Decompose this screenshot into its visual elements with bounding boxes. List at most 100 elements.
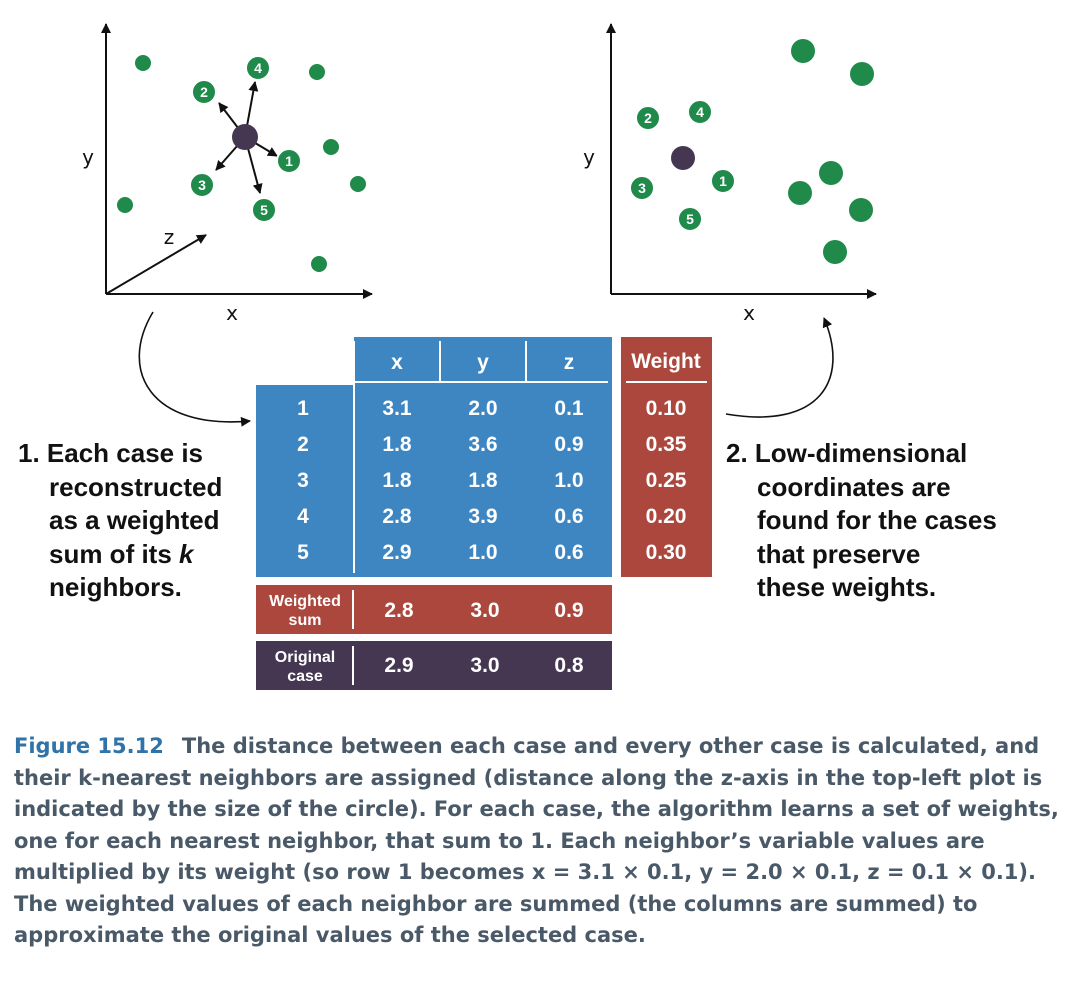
cell-z: 0.6 — [554, 505, 583, 528]
caption-label: Figure 15.12 — [14, 734, 164, 758]
weight-value: 0.35 — [646, 433, 687, 456]
left-plain-points — [117, 55, 366, 272]
svg-text:3: 3 — [638, 180, 646, 196]
step-1-line: reconstructed — [49, 471, 223, 502]
selected-case-point-low-dim — [671, 146, 695, 170]
data-point — [788, 181, 812, 205]
data-point — [819, 161, 843, 185]
step-2-line: coordinates are — [757, 471, 951, 502]
svg-text:5: 5 — [260, 202, 268, 218]
table-dividers — [353, 341, 608, 573]
data-point — [309, 64, 325, 80]
original-case-x: 2.9 — [384, 654, 413, 677]
weight-column-bg — [621, 337, 712, 577]
original-case-label-line1: Original — [275, 649, 335, 666]
right-plain-points — [788, 39, 874, 264]
step-1-line: as a weighted — [49, 505, 220, 535]
data-point — [350, 176, 366, 192]
weight-value: 0.25 — [646, 469, 687, 492]
left-neighbor-3: 3 — [189, 172, 215, 198]
step-2-line: these weights. — [757, 572, 937, 602]
weight-column: Weight 0.10 0.35 0.25 0.20 0.30 — [621, 337, 712, 577]
weighted-sum-bg — [256, 585, 612, 634]
cell-x: 1.8 — [382, 469, 412, 492]
cell-z: 0.1 — [554, 397, 584, 420]
svg-text:4: 4 — [696, 104, 704, 120]
column-header-y: y — [477, 351, 489, 374]
step-1-line: neighbors. — [49, 572, 182, 602]
table-row-5: 5 2.9 1.0 0.6 — [297, 541, 583, 564]
cell-x: 2.8 — [382, 505, 412, 528]
row-id: 2 — [297, 433, 309, 456]
right-plot: y x 1 2 3 4 5 — [583, 23, 877, 325]
table-row-1: 1 3.1 2.0 0.1 — [297, 397, 584, 420]
cell-z: 1.0 — [554, 469, 583, 492]
right-neighbor-5: 5 — [677, 206, 703, 232]
left-x-label: x — [226, 301, 238, 325]
table-row-4: 4 2.8 3.9 0.6 — [297, 505, 583, 528]
data-point — [323, 139, 339, 155]
left-neighbor-5: 5 — [251, 197, 277, 223]
weight-value: 0.20 — [646, 505, 687, 528]
svg-text:4: 4 — [254, 60, 262, 76]
neighbor-table: x y z 1 3.1 2.0 0.1 2 1.8 3.6 0.9 3 1.8 … — [256, 337, 712, 690]
diagram-canvas: y x z 1 2 3 — [82, 23, 877, 690]
original-case-label-line2: case — [287, 668, 323, 685]
step-1-line: 1. Each case is — [18, 438, 204, 468]
weight-value: 0.30 — [646, 541, 687, 564]
data-point — [135, 55, 151, 71]
row-id: 5 — [297, 541, 309, 564]
original-case-row: Original case 2.9 3.0 0.8 — [256, 641, 612, 690]
svg-text:1: 1 — [285, 153, 293, 169]
data-point — [850, 62, 874, 86]
data-point — [849, 198, 873, 222]
cell-y: 2.0 — [468, 397, 497, 420]
original-case-y: 3.0 — [470, 654, 499, 677]
original-case-z: 0.8 — [554, 654, 584, 677]
weighted-sum-y: 3.0 — [470, 599, 499, 622]
row-id: 4 — [297, 505, 309, 528]
step-1-annotation: 1. Each case is reconstructed as a weigh… — [18, 437, 248, 605]
step-1-text: sum of its — [49, 538, 180, 569]
left-neighbor-4: 4 — [245, 55, 271, 81]
svg-text:1: 1 — [719, 173, 727, 189]
data-point — [791, 39, 815, 63]
cell-x: 2.9 — [382, 541, 411, 564]
step-2-annotation: 2. Low-dimensional coordinates are found… — [726, 437, 1066, 605]
right-y-label: y — [583, 145, 595, 169]
right-neighbor-1: 1 — [710, 168, 736, 194]
step-2-line: found for the cases — [757, 505, 997, 535]
cell-z: 0.9 — [554, 433, 583, 456]
figure-caption: Figure 15.12 The distance between each ca… — [14, 731, 1070, 952]
svg-text:3: 3 — [198, 177, 206, 193]
left-plot: y x z 1 2 3 — [82, 23, 373, 325]
step-1-line: sum of its k — [18, 538, 248, 572]
data-point — [117, 197, 133, 213]
data-point — [311, 256, 327, 272]
weighted-sum-z: 0.9 — [554, 599, 583, 622]
left-y-label: y — [82, 145, 94, 169]
weighted-sum-label-line1: Weighted — [269, 593, 341, 610]
step-2-line: that preserve — [757, 538, 921, 569]
cell-x: 3.1 — [382, 397, 412, 420]
left-neighbor-1: 1 — [276, 148, 302, 174]
left-neighbor-2: 2 — [191, 79, 217, 105]
cell-y: 1.8 — [468, 469, 498, 492]
curved-arrow-left — [138, 311, 251, 427]
original-case-bg — [256, 641, 612, 690]
right-x-label: x — [743, 301, 755, 325]
weighted-sum-label-line2: sum — [289, 612, 322, 629]
right-neighbor-2: 2 — [635, 105, 661, 131]
selected-case-point — [232, 124, 258, 150]
column-header-z: z — [564, 351, 575, 374]
cell-x: 1.8 — [382, 433, 412, 456]
left-z-axis — [105, 234, 207, 295]
cell-y: 1.0 — [468, 541, 497, 564]
cell-y: 3.9 — [468, 505, 497, 528]
svg-text:2: 2 — [200, 84, 208, 100]
cell-y: 3.6 — [468, 433, 497, 456]
table-row-3: 3 1.8 1.8 1.0 — [297, 469, 583, 492]
weight-header: Weight — [631, 350, 701, 373]
svg-text:2: 2 — [644, 110, 652, 126]
